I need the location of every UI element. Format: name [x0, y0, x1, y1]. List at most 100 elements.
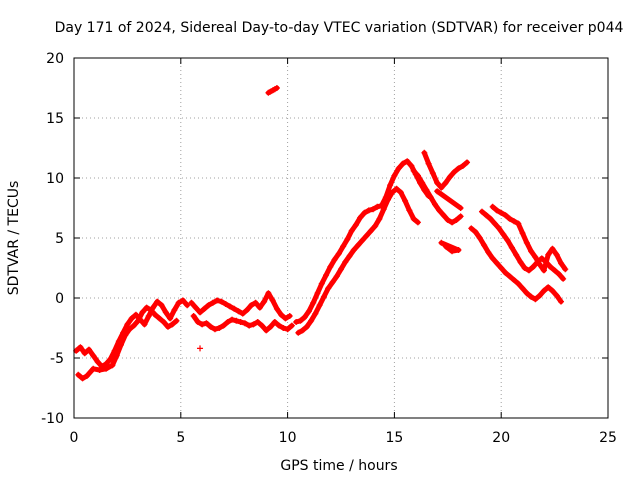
y-tick-label: -10	[41, 411, 64, 427]
data-point	[135, 317, 142, 324]
data-point	[239, 310, 246, 317]
data-point	[427, 194, 434, 201]
data-point	[220, 322, 227, 329]
x-tick-label: 15	[385, 430, 403, 446]
data-points	[73, 85, 569, 382]
data-point	[464, 159, 471, 166]
data-point	[395, 165, 402, 172]
data-point	[344, 236, 351, 243]
series-rise-trace-b	[295, 185, 421, 336]
data-point	[442, 179, 449, 186]
data-point	[423, 187, 430, 193]
data-point	[167, 315, 174, 322]
data-point	[562, 266, 569, 273]
data-point	[511, 277, 518, 283]
series-mid-trace	[188, 290, 293, 322]
data-point	[434, 179, 441, 186]
data-point	[109, 362, 116, 369]
series-peak-trace-b	[421, 149, 471, 191]
data-point	[248, 302, 255, 309]
data-point	[414, 172, 421, 179]
data-point	[325, 285, 332, 292]
data-point	[444, 217, 451, 223]
data-point	[532, 254, 539, 261]
data-point	[103, 365, 110, 372]
series-peak-trace	[410, 167, 464, 226]
data-point	[374, 203, 381, 210]
data-point	[188, 299, 195, 306]
data-point	[295, 329, 302, 336]
data-point	[273, 305, 280, 312]
data-point	[320, 293, 327, 300]
x-axis-label: GPS time / hours	[280, 458, 397, 474]
data-point	[226, 303, 233, 310]
data-point	[233, 317, 240, 324]
data-point	[359, 237, 366, 244]
data-point	[154, 298, 161, 305]
data-point	[436, 207, 443, 214]
data-point	[558, 260, 565, 267]
data-point	[241, 320, 248, 327]
series-segment	[558, 260, 568, 272]
data-point	[410, 215, 417, 222]
data-point	[384, 196, 391, 203]
data-point	[485, 249, 492, 256]
data-point	[323, 272, 330, 279]
x-tick-label: 5	[176, 430, 185, 446]
data-point	[327, 263, 334, 270]
data-point	[560, 275, 567, 282]
data-point	[162, 309, 169, 316]
data-point	[517, 259, 524, 265]
data-point	[158, 302, 165, 309]
data-point	[553, 292, 560, 299]
data-point	[273, 85, 280, 91]
data-point	[506, 273, 513, 280]
data-point	[179, 297, 186, 304]
data-point	[207, 323, 214, 330]
data-point	[305, 308, 312, 315]
data-point	[314, 290, 321, 297]
data-point	[250, 321, 257, 328]
data-point	[237, 319, 244, 325]
data-point	[515, 220, 522, 227]
data-point	[222, 301, 229, 307]
data-point	[132, 311, 139, 318]
data-point	[303, 323, 310, 330]
data-point	[190, 313, 197, 319]
data-point	[538, 255, 545, 262]
data-point	[399, 160, 406, 167]
data-point	[468, 225, 475, 232]
data-point	[459, 163, 466, 169]
data-point	[547, 263, 554, 270]
series-segment	[180, 297, 190, 308]
data-point	[387, 182, 394, 189]
data-point	[350, 247, 357, 253]
data-point	[348, 227, 355, 234]
data-point	[338, 266, 344, 273]
data-point	[199, 321, 206, 328]
data-point	[173, 317, 180, 324]
series-segment	[541, 252, 551, 273]
series-segment	[434, 188, 464, 211]
data-point	[472, 229, 479, 235]
data-point	[128, 315, 135, 322]
data-point	[438, 239, 445, 246]
data-point	[147, 307, 154, 313]
data-point	[506, 215, 513, 222]
data-point	[261, 298, 268, 305]
data-point	[549, 287, 556, 294]
data-point	[523, 239, 530, 246]
data-point	[363, 232, 370, 239]
data-point	[402, 197, 409, 204]
data-point	[406, 207, 413, 214]
data-point	[489, 255, 496, 262]
data-point	[308, 317, 315, 324]
data-point	[370, 206, 377, 213]
data-point	[545, 284, 552, 291]
data-point	[555, 271, 562, 277]
data-point	[496, 225, 503, 232]
data-point	[340, 243, 347, 250]
data-point	[263, 327, 270, 334]
data-point	[83, 373, 90, 379]
